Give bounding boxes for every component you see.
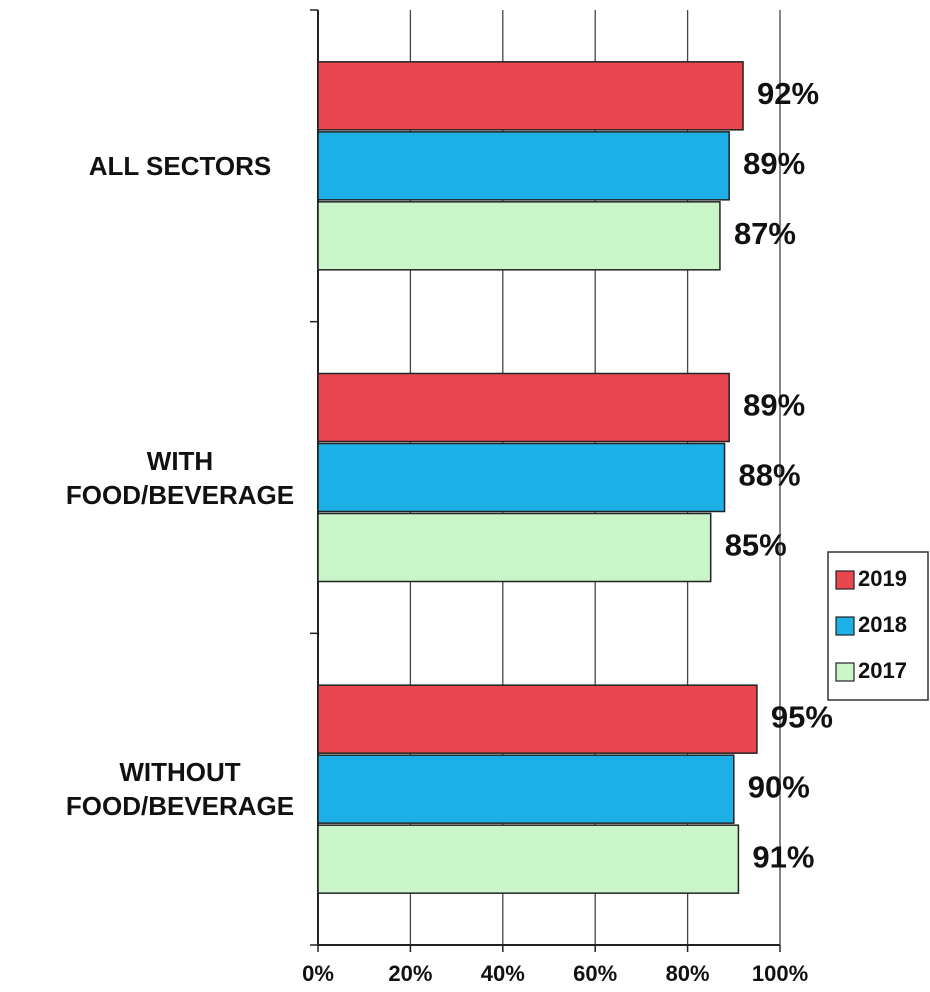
category-label: WITH FOOD/BEVERAGE [65, 445, 295, 510]
bar [317, 61, 744, 131]
value-label: 95% [771, 699, 833, 734]
bar [317, 131, 730, 201]
legend-swatch [835, 662, 855, 682]
bar [317, 824, 740, 894]
value-label: 90% [748, 769, 810, 804]
value-label: 88% [739, 458, 801, 493]
x-tick-label: 40% [481, 961, 525, 986]
value-label: 89% [743, 146, 805, 181]
x-tick-label: 0% [302, 961, 334, 986]
bar [317, 442, 726, 513]
value-label: 89% [743, 388, 805, 423]
x-tick-label: 20% [388, 961, 432, 986]
bar [317, 201, 721, 271]
value-label: 91% [752, 839, 814, 874]
x-tick-label: 80% [666, 961, 710, 986]
legend-label: 2017 [858, 658, 907, 683]
bar [317, 372, 730, 443]
x-tick-label: 60% [573, 961, 617, 986]
legend-swatch [835, 570, 855, 590]
legend-label: 2018 [858, 612, 907, 637]
legend-label: 2019 [858, 566, 907, 591]
category-label: ALL SECTORS [88, 150, 272, 181]
legend-swatch [835, 616, 855, 636]
x-tick-label: 100% [752, 961, 808, 986]
category-label: WITHOUT FOOD/BEVERAGE [65, 757, 295, 822]
value-label: 87% [734, 216, 796, 251]
bar [317, 754, 735, 824]
value-label: 85% [725, 528, 787, 563]
bar [317, 512, 712, 583]
bar [317, 684, 758, 754]
value-label: 92% [757, 76, 819, 111]
